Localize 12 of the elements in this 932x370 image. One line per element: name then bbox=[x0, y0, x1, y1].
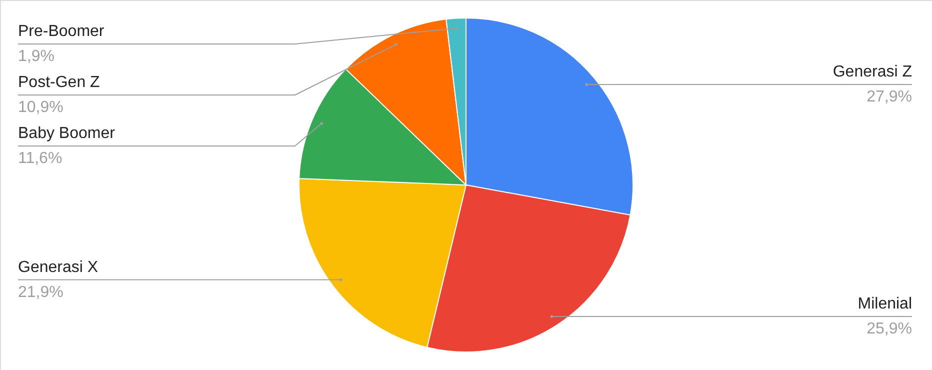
slice-label: Baby Boomer bbox=[18, 125, 116, 142]
data-label: 10,9% bbox=[18, 99, 64, 116]
data-label: 11,6% bbox=[18, 150, 62, 167]
slice-label: Generasi X bbox=[18, 258, 98, 276]
data-label: 21,9% bbox=[18, 284, 64, 301]
data-label: 1,9% bbox=[18, 48, 54, 65]
slice-label: Generasi Z bbox=[832, 63, 912, 80]
data-label: 27,9% bbox=[866, 88, 912, 106]
slice-label: Pre-Boomer bbox=[18, 23, 105, 40]
data-label: 25,9% bbox=[866, 320, 912, 338]
slice-label: Milenial bbox=[858, 296, 912, 313]
slice-label: Post-Gen Z bbox=[18, 74, 100, 91]
